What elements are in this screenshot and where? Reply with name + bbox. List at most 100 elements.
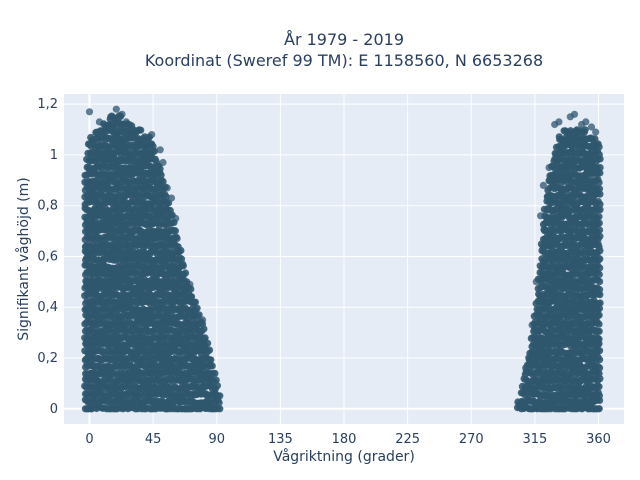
data-point: [545, 164, 553, 172]
data-point: [582, 118, 590, 126]
x-tick-label: 0: [85, 432, 93, 447]
data-point: [595, 178, 603, 187]
data-point: [216, 392, 224, 400]
y-tick-label: 0,4: [37, 300, 58, 315]
data-point: [216, 405, 224, 413]
data-point: [181, 269, 190, 277]
data-point: [587, 123, 596, 131]
data-point: [211, 369, 219, 377]
data-point: [581, 126, 589, 134]
data-point: [596, 169, 604, 177]
data-point: [595, 243, 603, 251]
data-point: [539, 181, 548, 189]
data-point: [537, 212, 545, 220]
data-point: [174, 247, 183, 255]
y-tick-label: 0,8: [37, 199, 58, 214]
data-point: [172, 214, 180, 222]
data-point: [162, 193, 170, 201]
x-tick-label: 360: [586, 432, 611, 447]
x-axis-title: Vågriktning (grader): [273, 448, 415, 465]
data-point: [555, 118, 563, 126]
data-point: [186, 280, 194, 288]
data-point: [595, 213, 603, 221]
data-point: [157, 171, 165, 179]
scatter-points: [81, 105, 604, 413]
y-axis-ticks: 0 0,2 0,4 0,6 0,8 1 1,2: [37, 97, 58, 417]
data-point: [596, 264, 604, 272]
x-tick-label: 90: [208, 432, 225, 447]
data-point: [595, 185, 604, 193]
data-point: [193, 304, 201, 312]
data-point: [596, 200, 604, 208]
chart-subtitle: Koordinat (Sweref 99 TM): E 1158560, N 6…: [145, 51, 543, 70]
x-tick-label: 180: [332, 432, 357, 447]
data-point: [212, 376, 220, 384]
data-point: [595, 304, 604, 312]
data-point: [596, 291, 604, 299]
data-point: [208, 362, 216, 370]
data-point: [596, 232, 604, 240]
data-point: [596, 190, 604, 198]
y-tick-label: 1: [50, 148, 58, 163]
chart-title: År 1979 - 2019: [284, 30, 404, 49]
data-point: [595, 270, 603, 279]
data-point: [596, 226, 604, 234]
data-point: [163, 184, 171, 192]
data-point: [122, 118, 130, 126]
x-tick-label: 135: [268, 432, 293, 447]
data-point: [85, 108, 94, 116]
x-tick-label: 315: [522, 432, 547, 447]
y-tick-label: 0,6: [37, 249, 58, 264]
data-point: [195, 311, 203, 319]
data-point: [596, 164, 604, 172]
data-point: [596, 356, 604, 364]
data-point: [205, 346, 214, 354]
data-point: [156, 146, 164, 154]
x-tick-label: 225: [395, 432, 420, 447]
data-point: [95, 118, 103, 126]
data-point: [207, 356, 215, 364]
data-point: [532, 278, 540, 286]
data-point: [595, 335, 603, 343]
data-point: [150, 147, 159, 155]
data-point: [137, 126, 145, 134]
y-axis-title: Signifikant våghöjd (m): [15, 177, 32, 340]
data-point: [201, 334, 209, 342]
data-point: [595, 311, 603, 319]
data-point: [187, 293, 196, 301]
data-point: [199, 316, 207, 324]
data-point: [596, 299, 604, 307]
y-tick-label: 1,2: [37, 97, 58, 112]
y-tick-label: 0: [50, 402, 58, 417]
data-point: [570, 110, 579, 118]
data-point: [167, 194, 176, 202]
data-point: [595, 327, 603, 335]
x-tick-label: 270: [459, 432, 484, 447]
data-point: [596, 364, 604, 372]
data-point: [595, 383, 603, 391]
x-tick-label: 45: [145, 432, 162, 447]
data-point: [204, 339, 212, 347]
data-point: [595, 143, 603, 151]
x-axis-ticks: 0 45 90 135 180 225 270 315 360: [85, 432, 611, 447]
data-point: [159, 177, 167, 186]
data-point: [596, 286, 604, 294]
data-point: [596, 255, 604, 263]
data-point: [596, 206, 604, 214]
data-point: [596, 347, 604, 355]
data-point: [595, 370, 603, 378]
data-point: [148, 131, 156, 139]
data-point: [159, 158, 167, 167]
data-point: [213, 382, 221, 390]
data-point: [156, 165, 164, 173]
data-point: [118, 110, 126, 118]
data-point: [595, 320, 603, 328]
data-point: [112, 105, 120, 113]
data-point: [595, 392, 604, 400]
data-point: [595, 219, 603, 227]
data-point: [173, 235, 181, 243]
data-point: [191, 298, 200, 306]
data-point: [528, 321, 536, 329]
data-point: [171, 227, 179, 235]
